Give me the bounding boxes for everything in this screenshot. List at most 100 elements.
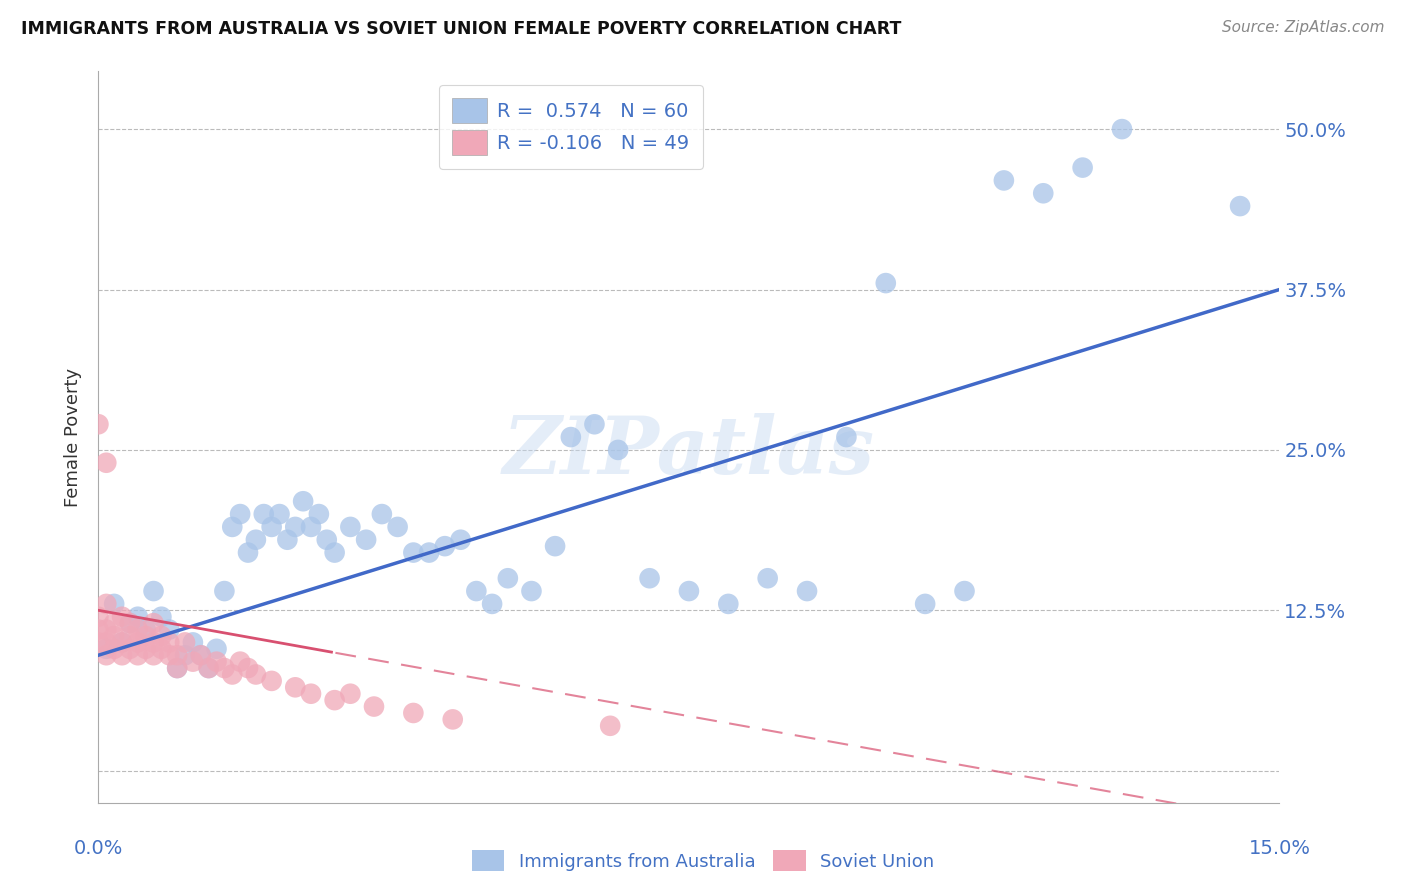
Point	[87, 417, 110, 432]
Point	[127, 623, 149, 637]
Point	[418, 545, 440, 559]
Point	[717, 597, 740, 611]
Point	[150, 641, 173, 656]
Point	[496, 571, 519, 585]
Point	[221, 667, 243, 681]
Point	[150, 629, 173, 643]
Point	[127, 609, 149, 624]
Point	[214, 584, 236, 599]
Point	[229, 507, 252, 521]
Point	[638, 571, 661, 585]
Point	[111, 648, 134, 663]
Point	[315, 533, 337, 547]
Point	[835, 430, 858, 444]
Point	[914, 597, 936, 611]
Point	[387, 520, 409, 534]
Point	[197, 661, 219, 675]
Point	[135, 641, 157, 656]
Text: 0.0%: 0.0%	[73, 839, 124, 858]
Text: ZIPatlas: ZIPatlas	[503, 413, 875, 491]
Point	[299, 687, 322, 701]
Point	[520, 584, 543, 599]
Point	[354, 533, 377, 547]
Point	[214, 661, 236, 675]
Point	[221, 520, 243, 534]
Point	[166, 661, 188, 675]
Point	[599, 719, 621, 733]
Point	[157, 635, 180, 649]
Point	[142, 635, 165, 649]
Point	[103, 616, 125, 631]
Point	[560, 430, 582, 444]
Text: 15.0%: 15.0%	[1249, 839, 1310, 858]
Point	[441, 712, 464, 726]
Point	[111, 635, 134, 649]
Point	[103, 629, 125, 643]
Point	[308, 507, 330, 521]
Point	[118, 616, 141, 631]
Point	[339, 520, 361, 534]
Legend: R =  0.574   N = 60, R = -0.106   N = 49: R = 0.574 N = 60, R = -0.106 N = 49	[439, 85, 703, 169]
Point	[284, 681, 307, 695]
Text: IMMIGRANTS FROM AUSTRALIA VS SOVIET UNION FEMALE POVERTY CORRELATION CHART: IMMIGRANTS FROM AUSTRALIA VS SOVIET UNIO…	[21, 20, 901, 37]
Point	[253, 507, 276, 521]
Point	[174, 635, 197, 649]
Point	[260, 673, 283, 688]
Point	[756, 571, 779, 585]
Point	[111, 609, 134, 624]
Point	[142, 616, 165, 631]
Point	[284, 520, 307, 534]
Point	[465, 584, 488, 599]
Point	[245, 667, 267, 681]
Point	[236, 545, 259, 559]
Point	[433, 539, 456, 553]
Point	[450, 533, 472, 547]
Point	[993, 173, 1015, 187]
Point	[678, 584, 700, 599]
Y-axis label: Female Poverty: Female Poverty	[65, 368, 83, 507]
Point	[135, 623, 157, 637]
Point	[157, 623, 180, 637]
Point	[205, 655, 228, 669]
Point	[953, 584, 976, 599]
Point	[1071, 161, 1094, 175]
Point	[118, 629, 141, 643]
Point	[190, 648, 212, 663]
Point	[299, 520, 322, 534]
Point	[150, 609, 173, 624]
Point	[875, 276, 897, 290]
Point	[96, 635, 118, 649]
Point	[1032, 186, 1054, 201]
Point	[402, 545, 425, 559]
Point	[583, 417, 606, 432]
Point	[118, 641, 141, 656]
Point	[323, 693, 346, 707]
Point	[229, 655, 252, 669]
Point	[544, 539, 567, 553]
Point	[205, 641, 228, 656]
Point	[1111, 122, 1133, 136]
Point	[96, 597, 118, 611]
Point	[269, 507, 291, 521]
Point	[96, 648, 118, 663]
Point	[181, 635, 204, 649]
Point	[118, 616, 141, 631]
Point	[323, 545, 346, 559]
Point	[363, 699, 385, 714]
Point	[197, 661, 219, 675]
Point	[174, 648, 197, 663]
Legend: Immigrants from Australia, Soviet Union: Immigrants from Australia, Soviet Union	[464, 843, 942, 879]
Point	[157, 648, 180, 663]
Point	[96, 623, 118, 637]
Point	[142, 648, 165, 663]
Point	[236, 661, 259, 675]
Point	[481, 597, 503, 611]
Point	[190, 648, 212, 663]
Point	[87, 635, 110, 649]
Point	[96, 641, 118, 656]
Point	[796, 584, 818, 599]
Point	[127, 648, 149, 663]
Point	[260, 520, 283, 534]
Point	[166, 661, 188, 675]
Point	[245, 533, 267, 547]
